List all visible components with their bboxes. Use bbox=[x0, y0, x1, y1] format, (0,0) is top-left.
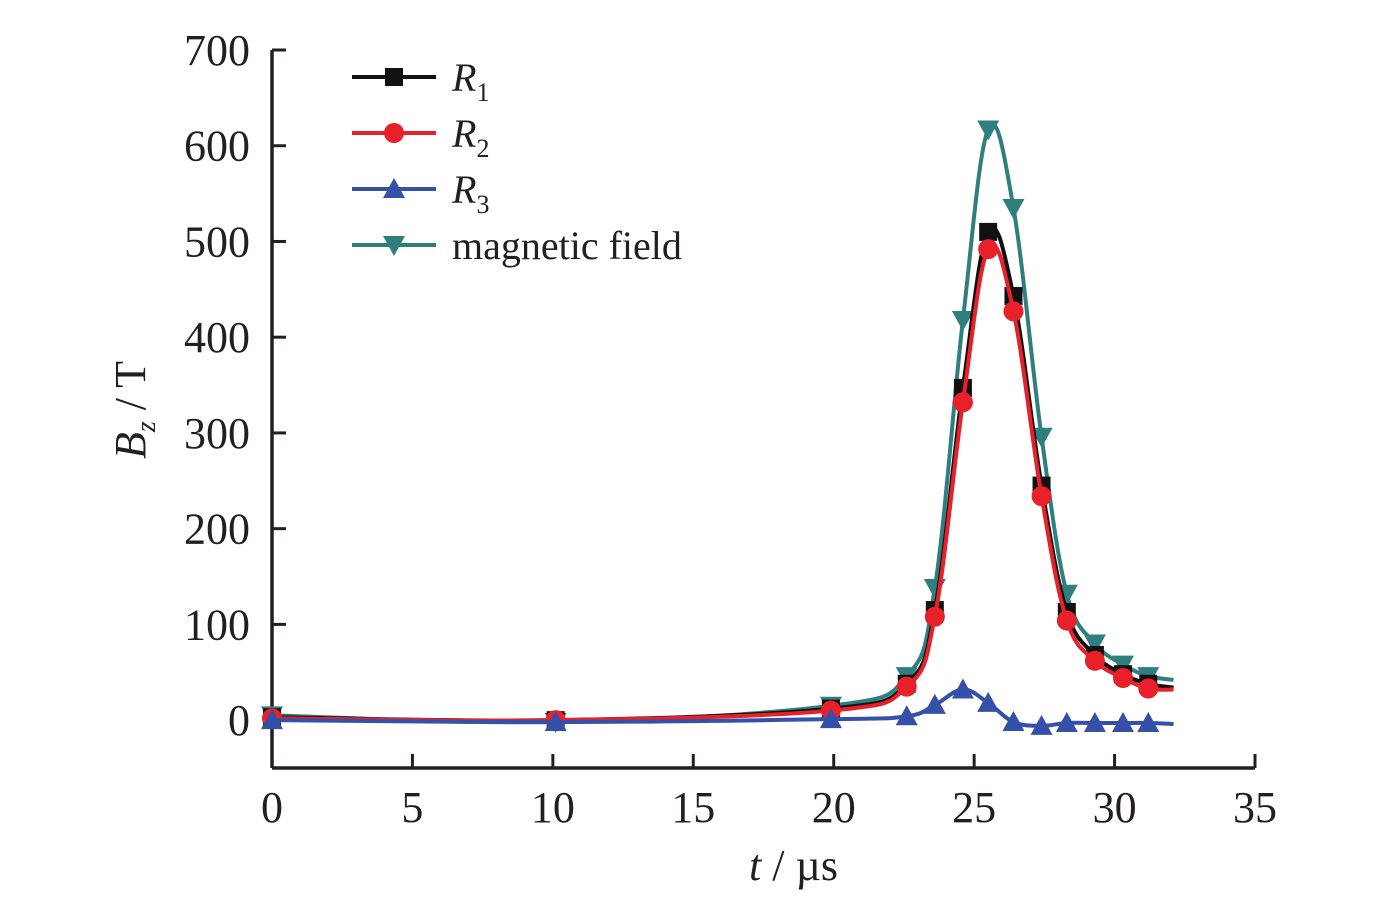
y-tick-label: 300 bbox=[184, 409, 250, 458]
series-line bbox=[271, 687, 1174, 728]
data-point bbox=[977, 691, 1000, 712]
data-point bbox=[977, 120, 1000, 141]
legend-marker bbox=[383, 178, 405, 198]
x-tick-label: 35 bbox=[1233, 783, 1277, 832]
x-tick-label: 20 bbox=[812, 783, 856, 832]
data-point bbox=[544, 711, 567, 732]
y-tick-label: 200 bbox=[184, 505, 250, 554]
data-point bbox=[1083, 712, 1106, 733]
series-layer bbox=[261, 120, 1174, 735]
series-magnetic-field bbox=[261, 120, 1174, 734]
data-point bbox=[1002, 711, 1025, 732]
legend-marker bbox=[385, 68, 403, 86]
series-line bbox=[271, 243, 1174, 723]
data-point bbox=[1137, 712, 1160, 733]
y-tick-label: 100 bbox=[184, 600, 250, 649]
data-point bbox=[1002, 198, 1025, 219]
data-point bbox=[1055, 712, 1078, 733]
data-point bbox=[923, 693, 946, 714]
x-tick-label: 10 bbox=[531, 783, 575, 832]
legend-item: R1 bbox=[352, 55, 489, 107]
data-point bbox=[951, 678, 974, 699]
series-r3 bbox=[261, 678, 1174, 735]
series-line bbox=[271, 122, 1174, 725]
legend-label: R1 bbox=[451, 55, 489, 107]
data-point bbox=[1083, 634, 1106, 655]
data-point bbox=[952, 392, 973, 413]
legend-item: magnetic field bbox=[352, 223, 682, 268]
data-point bbox=[951, 310, 974, 331]
data-point bbox=[1031, 486, 1052, 507]
data-point bbox=[978, 239, 999, 260]
y-tick-label: 700 bbox=[184, 26, 250, 75]
data-point bbox=[819, 708, 842, 729]
legend-item: R2 bbox=[352, 111, 489, 163]
legend-marker bbox=[384, 123, 404, 143]
data-point bbox=[261, 709, 283, 730]
y-axis-title: Bz / T bbox=[106, 361, 162, 459]
data-point bbox=[1111, 712, 1134, 733]
x-tick-label: 25 bbox=[952, 783, 996, 832]
data-point bbox=[979, 222, 998, 241]
y-tick-label: 600 bbox=[184, 122, 250, 171]
data-point bbox=[1003, 301, 1024, 322]
data-point bbox=[1112, 668, 1133, 689]
x-tick-label: 0 bbox=[261, 783, 283, 832]
y-tick-label: 400 bbox=[184, 313, 250, 362]
data-point bbox=[1056, 610, 1077, 631]
x-tick-label: 5 bbox=[401, 783, 423, 832]
axes bbox=[270, 48, 1257, 770]
legend-marker bbox=[383, 236, 405, 256]
data-point bbox=[1084, 650, 1105, 671]
data-point bbox=[924, 606, 945, 627]
legend-label: R2 bbox=[451, 111, 489, 163]
data-point bbox=[896, 676, 917, 697]
data-point bbox=[923, 579, 946, 600]
data-point bbox=[1138, 678, 1159, 699]
legend-label: R3 bbox=[451, 167, 489, 219]
data-point bbox=[1030, 427, 1053, 448]
x-axis-title: t / µs bbox=[749, 841, 838, 890]
data-point bbox=[1030, 714, 1053, 735]
y-tick-label: 500 bbox=[184, 217, 250, 266]
x-tick-label: 15 bbox=[671, 783, 715, 832]
legend-label: magnetic field bbox=[452, 223, 682, 268]
y-tick-label: 0 bbox=[228, 696, 250, 745]
x-tick-label: 30 bbox=[1093, 783, 1137, 832]
legend-item: R3 bbox=[352, 167, 489, 219]
data-point bbox=[895, 705, 918, 726]
axis-labels: 0 100 200 300 400 500 600 700 0 5 10 15 20 25 30 35 t / … bbox=[106, 26, 1277, 890]
